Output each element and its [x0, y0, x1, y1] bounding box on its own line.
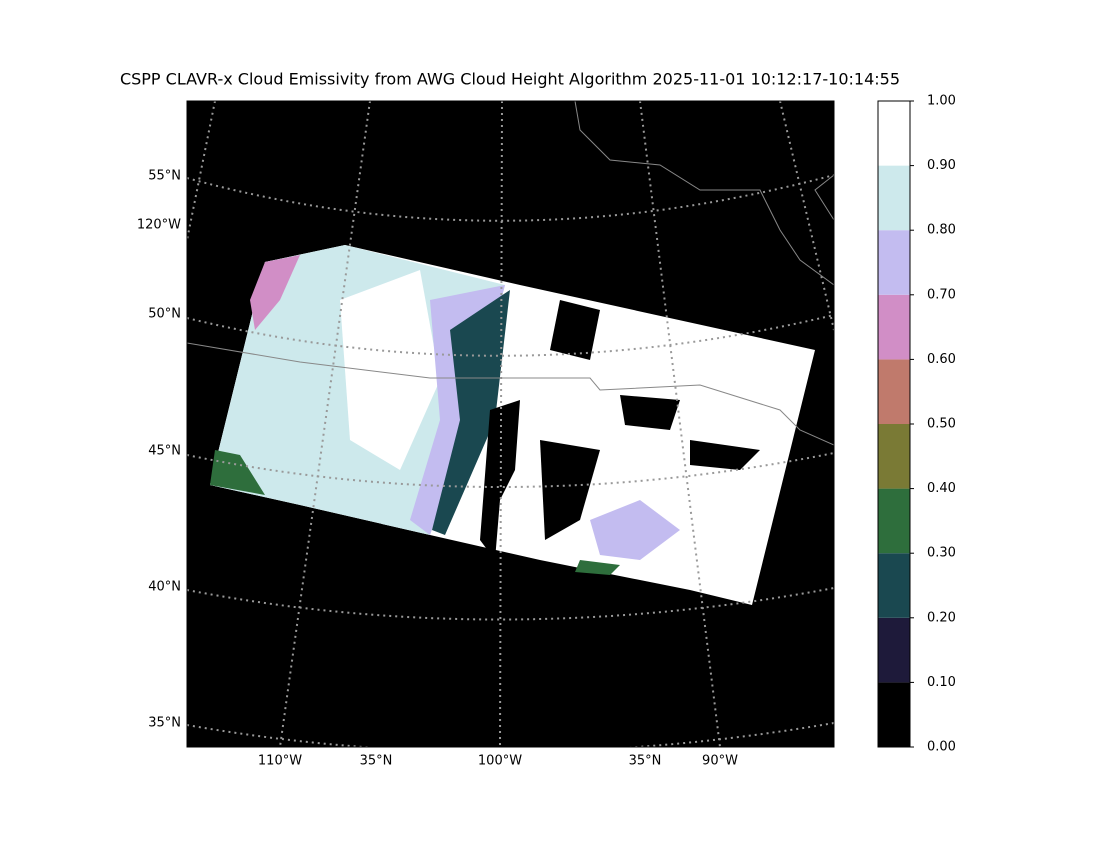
colorbar-bin	[878, 488, 910, 554]
colorbar-tick-label: 0.40	[927, 481, 956, 496]
lon-label: 100°W	[478, 754, 522, 769]
lon-label: 120°W	[137, 218, 181, 233]
colorbar-tick-label: 0.20	[927, 610, 956, 625]
lat-label: 55°N	[148, 169, 181, 184]
colorbar-tick-label: 0.90	[927, 158, 956, 173]
lat-label: 35°N	[148, 716, 181, 731]
lat-label: 40°N	[148, 580, 181, 595]
colorbar-bin	[878, 553, 910, 618]
map-area	[187, 101, 834, 747]
lat-label: 35°N	[360, 754, 393, 769]
graticule	[187, 101, 834, 747]
colorbar-tick-label: 0.30	[927, 546, 956, 561]
colorbar-tick-label: 0.10	[927, 675, 956, 690]
lat-label: 50°N	[148, 307, 181, 322]
colorbar: 0.00 0.10 0.20 0.30 0.40 0.50 0.60 0.70 0.80 0.90…	[877, 94, 956, 755]
lat-label: 35°N	[629, 754, 662, 769]
colorbar-tick-label: 0.80	[927, 223, 956, 238]
colorbar-tick-label: 0.50	[927, 417, 956, 432]
lat-label: 45°N	[148, 444, 181, 459]
borders	[187, 101, 834, 446]
colorbar-bin	[878, 101, 910, 166]
title: CSPP CLAVR-x Cloud Emissivity from AWG C…	[120, 70, 900, 89]
colorbar-bin	[878, 617, 910, 683]
colorbar-tick-label: 0.70	[927, 287, 956, 302]
colorbar-bin	[878, 682, 910, 747]
colorbar-tick-label: 0.60	[927, 352, 956, 367]
cloud-swath	[210, 245, 815, 605]
colorbar-tick-label: 0.00	[927, 740, 956, 755]
map-frame	[186, 100, 835, 748]
colorbar-bin	[878, 230, 910, 295]
lon-label: 110°W	[258, 754, 302, 769]
colorbar-bin	[878, 424, 910, 489]
lon-label: 90°W	[702, 754, 738, 769]
colorbar-bin	[878, 294, 910, 360]
colorbar-bin	[878, 165, 910, 231]
colorbar-tick-label: 1.00	[927, 94, 956, 109]
colorbar-bin	[878, 359, 910, 424]
